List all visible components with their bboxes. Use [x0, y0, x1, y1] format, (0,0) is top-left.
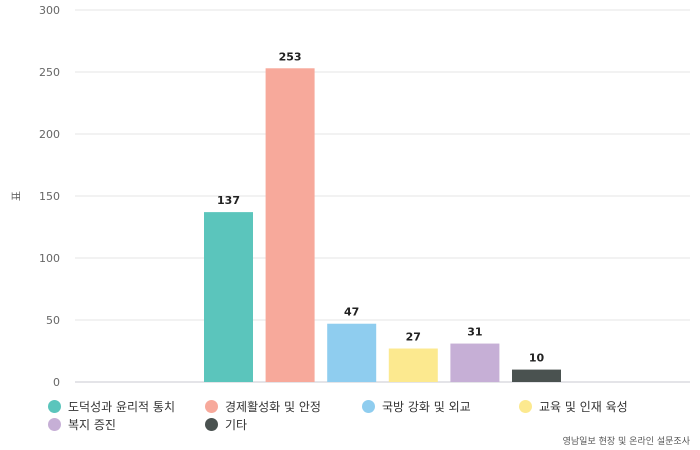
legend-swatch: [519, 399, 532, 413]
legend-label: 교육 및 인재 육성: [539, 399, 628, 414]
y-tick-label: 0: [53, 376, 60, 389]
y-tick-label: 200: [39, 128, 60, 141]
bar-value-label: 137: [217, 194, 240, 207]
bar: [327, 323, 377, 382]
chart-legend: 도덕성과 윤리적 통치 경제활성화 및 안정 국방 강화 및 외교 교육 및 인재 육…: [48, 398, 688, 432]
legend-item[interactable]: 국방 강화 및 외교: [362, 398, 519, 414]
y-tick-label: 100: [39, 252, 60, 265]
bar: [388, 348, 438, 382]
legend-label: 경제활성화 및 안정: [225, 399, 321, 414]
legend-label: 기타: [225, 417, 248, 432]
y-axis-title: 표: [10, 191, 23, 201]
bar-value-label: 253: [279, 50, 302, 63]
bar-chart: 0 50 100 150 200 250 300 표 137 253 47 27 31 10: [10, 4, 690, 389]
bar-value-label: 31: [467, 326, 482, 339]
legend-label: 도덕성과 윤리적 통치: [68, 399, 175, 414]
legend-item[interactable]: 경제활성화 및 안정: [205, 398, 362, 414]
legend-item[interactable]: 교육 및 인재 육성: [519, 398, 676, 414]
bar: [512, 369, 561, 382]
bar: [265, 68, 315, 382]
bar: [450, 343, 500, 382]
bar-value-label: 27: [406, 331, 421, 344]
bar-value-label: 47: [344, 306, 359, 319]
source-note: 영남일보 현장 및 온라인 설문조사: [562, 437, 690, 447]
legend-swatch: [205, 417, 218, 431]
y-tick-label: 250: [39, 66, 60, 79]
legend-label: 국방 강화 및 외교: [382, 399, 471, 414]
bar: [204, 212, 253, 382]
legend-item[interactable]: 복지 증진: [48, 416, 205, 432]
y-tick-label: 50: [46, 314, 60, 327]
legend-swatch: [48, 399, 61, 413]
y-tick-label: 300: [39, 4, 60, 17]
y-tick-label: 150: [39, 190, 60, 203]
legend-swatch: [362, 399, 375, 413]
legend-label: 복지 증진: [68, 417, 116, 432]
legend-item[interactable]: 기타: [205, 416, 362, 432]
bar-value-label: 10: [529, 352, 545, 365]
legend-swatch: [205, 399, 218, 413]
legend-item[interactable]: 도덕성과 윤리적 통치: [48, 398, 205, 414]
legend-swatch: [48, 417, 61, 431]
